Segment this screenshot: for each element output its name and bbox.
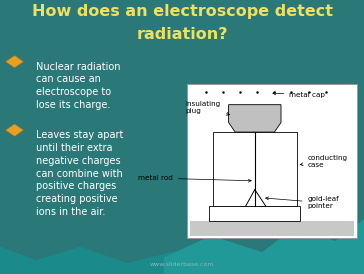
Text: conducting
case: conducting case	[300, 155, 348, 168]
Text: metal cap: metal cap	[273, 92, 325, 98]
Polygon shape	[229, 105, 281, 132]
Text: Leaves stay apart
until their extra
negative charges
can combine with
positive c: Leaves stay apart until their extra nega…	[36, 130, 124, 217]
Text: radiation?: radiation?	[136, 27, 228, 42]
Text: How does an electroscope detect: How does an electroscope detect	[32, 4, 332, 19]
Text: gold-leaf
pointer: gold-leaf pointer	[266, 196, 339, 209]
Bar	[187, 84, 357, 238]
Bar	[209, 206, 300, 221]
Text: insulating
plug: insulating plug	[186, 101, 230, 115]
Polygon shape	[6, 124, 23, 136]
Polygon shape	[6, 56, 23, 68]
Text: metal rod: metal rod	[138, 175, 251, 182]
Polygon shape	[164, 219, 364, 274]
Text: Nuclear radiation
can cause an
electroscope to
lose its charge.: Nuclear radiation can cause an electrosc…	[36, 62, 121, 110]
Text: www.sliderbase.com: www.sliderbase.com	[150, 262, 214, 267]
Polygon shape	[0, 247, 364, 274]
Bar	[213, 132, 297, 206]
Bar	[190, 221, 354, 236]
